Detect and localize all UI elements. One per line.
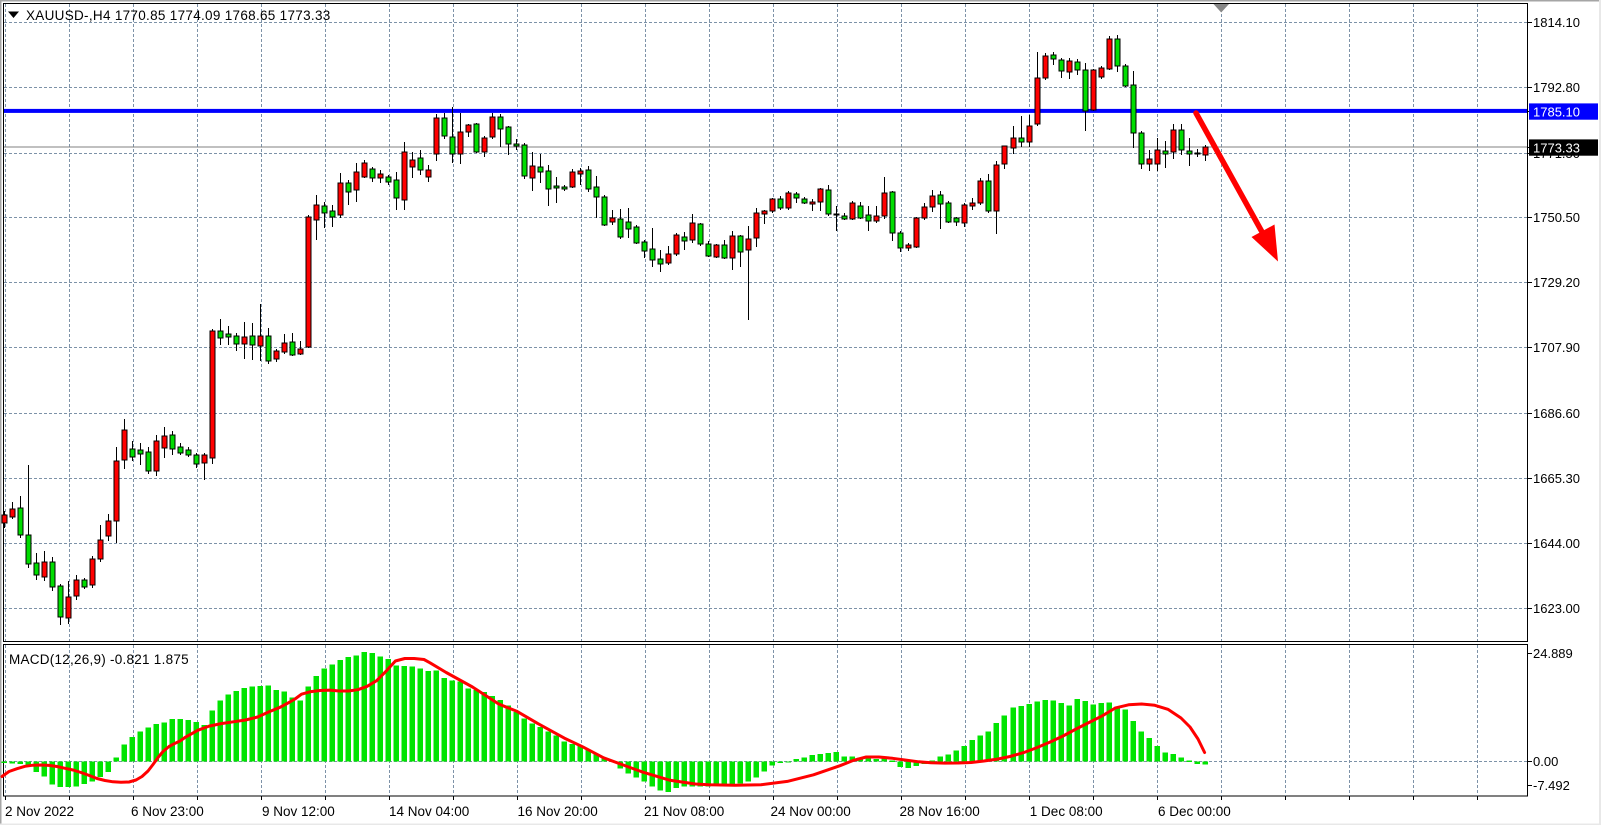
svg-text:21 Nov 08:00: 21 Nov 08:00 xyxy=(644,804,724,819)
svg-text:XAUUSD-,H4 1770.85 1774.09 17: XAUUSD-,H4 1770.85 1774.09 1768.65 1773.… xyxy=(26,8,331,23)
svg-text:28 Nov 16:00: 28 Nov 16:00 xyxy=(900,804,980,819)
svg-text:MACD(12,26,9) -0.821 1.875: MACD(12,26,9) -0.821 1.875 xyxy=(9,652,189,667)
svg-text:1623.00: 1623.00 xyxy=(1533,601,1580,616)
svg-text:1814.10: 1814.10 xyxy=(1533,15,1580,30)
svg-text:1665.30: 1665.30 xyxy=(1533,471,1580,486)
svg-text:1750.50: 1750.50 xyxy=(1533,210,1580,225)
svg-text:24 Nov 00:00: 24 Nov 00:00 xyxy=(771,804,851,819)
svg-text:1773.33: 1773.33 xyxy=(1533,141,1580,156)
svg-text:24.889: 24.889 xyxy=(1533,646,1573,661)
svg-text:9 Nov 12:00: 9 Nov 12:00 xyxy=(262,804,335,819)
svg-text:6 Nov 23:00: 6 Nov 23:00 xyxy=(131,804,204,819)
svg-text:1644.00: 1644.00 xyxy=(1533,536,1580,551)
svg-text:-7.492: -7.492 xyxy=(1533,778,1570,793)
svg-text:1707.90: 1707.90 xyxy=(1533,340,1580,355)
svg-text:0.00: 0.00 xyxy=(1533,754,1558,769)
svg-text:1729.20: 1729.20 xyxy=(1533,275,1580,290)
svg-text:1792.80: 1792.80 xyxy=(1533,80,1580,95)
svg-text:14 Nov 04:00: 14 Nov 04:00 xyxy=(389,804,469,819)
svg-text:2 Nov 2022: 2 Nov 2022 xyxy=(5,804,74,819)
svg-text:1686.60: 1686.60 xyxy=(1533,406,1580,421)
svg-text:16 Nov 20:00: 16 Nov 20:00 xyxy=(518,804,598,819)
svg-text:1 Dec 08:00: 1 Dec 08:00 xyxy=(1030,804,1103,819)
svg-text:6 Dec 00:00: 6 Dec 00:00 xyxy=(1158,804,1231,819)
svg-text:1785.10: 1785.10 xyxy=(1533,105,1580,120)
